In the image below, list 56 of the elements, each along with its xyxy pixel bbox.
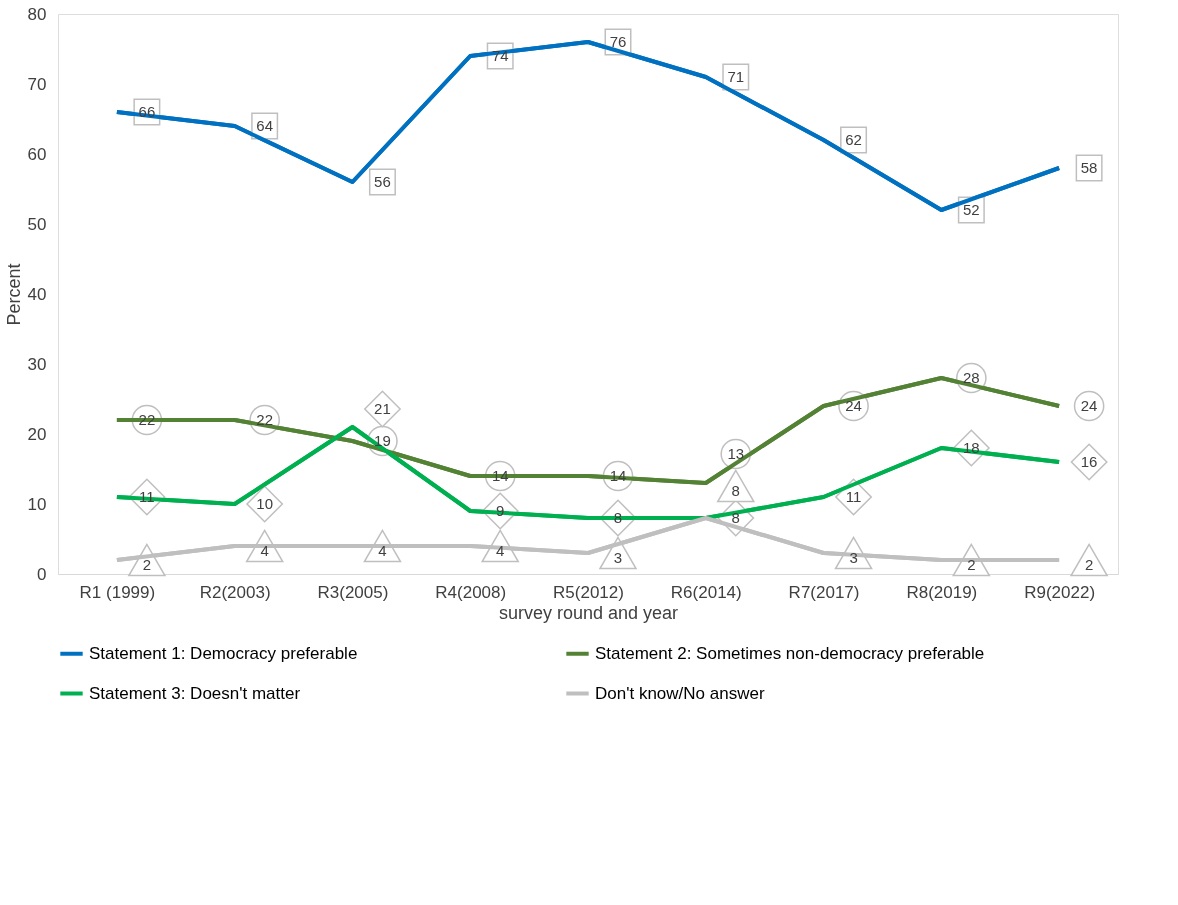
data-label: 11 [139,488,155,505]
x-tick-label: R3(2005) [317,582,389,602]
data-label: 4 [260,542,269,559]
y-tick-label: 30 [27,354,47,374]
data-label: 3 [613,549,623,566]
y-tick-label: 40 [27,284,47,304]
x-tick-label: R6(2014) [670,582,742,602]
y-tick-label: 60 [27,144,47,164]
data-label: 52 [962,201,980,218]
data-label: 19 [374,432,391,449]
legend-label: Don't know/No answer [595,683,765,703]
data-label: 71 [727,68,745,85]
legend-label: Statement 3: Doesn't matter [89,683,301,703]
data-label: 11 [845,488,862,505]
y-axis-title: Percent [3,263,24,326]
x-tick-label: R7(2017) [788,582,860,602]
data-label: 22 [256,411,274,428]
data-label: 14 [609,467,627,484]
data-label: 24 [1080,397,1098,414]
data-label: 4 [378,542,387,559]
y-tick-label: 50 [27,214,47,234]
x-tick-label: R9(2022) [1024,582,1096,602]
data-label: 4 [496,542,505,559]
y-tick-label: 10 [27,494,47,514]
data-label: 21 [374,400,391,417]
data-label: 13 [727,445,745,462]
data-label: 14 [491,467,509,484]
data-label: 24 [845,397,862,414]
data-label: 76 [609,33,627,50]
data-label: 9 [496,502,505,519]
y-tick-label: 20 [27,424,47,444]
data-label: 2 [967,556,976,573]
data-label: 58 [1080,159,1098,176]
data-label: 10 [256,495,274,512]
data-label: 16 [1080,453,1098,470]
x-axis-title: survey round and year [498,602,679,623]
x-tick-label: R5(2012) [553,582,624,602]
data-label: 2 [1084,556,1094,573]
legend-label: Statement 1: Democracy preferable [89,643,358,663]
data-label: 8 [731,482,740,499]
x-tick-label: R8(2019) [906,582,978,602]
data-label: 8 [613,509,623,526]
data-label: 28 [962,369,980,386]
data-label: 56 [374,173,391,190]
data-label: 22 [138,411,156,428]
x-tick-label: R1 (1999) [79,582,156,602]
y-tick-label: 70 [27,74,47,94]
data-label: 3 [849,549,858,566]
data-label: 62 [845,131,862,148]
data-label: 2 [142,556,152,573]
legend-label: Statement 2: Sometimes non-democracy preferable [595,643,985,663]
y-tick-label: 80 [27,4,47,24]
x-tick-label: R4(2008) [435,582,507,602]
x-tick-label: R2(2003) [199,582,271,602]
data-label: 64 [256,117,274,134]
y-tick-label: 0 [37,564,47,584]
